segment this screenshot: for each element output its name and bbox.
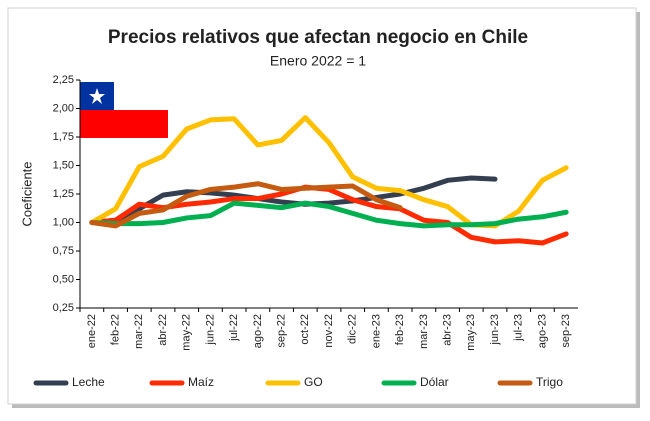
y-tick-label: 2,00 bbox=[53, 102, 74, 114]
x-tick-label: jun-22 bbox=[204, 314, 216, 346]
x-tick-label: feb-23 bbox=[394, 314, 406, 345]
x-tick-label: abr-22 bbox=[157, 314, 169, 346]
series-line bbox=[89, 200, 569, 229]
series-line bbox=[89, 181, 403, 229]
x-tick-label: mar-22 bbox=[133, 314, 145, 349]
legend-label: Leche bbox=[72, 375, 105, 389]
y-tick-label: 0,25 bbox=[53, 302, 74, 314]
x-tick-label: abr-23 bbox=[441, 314, 453, 346]
x-tick-label: may-23 bbox=[465, 314, 477, 351]
flag-red bbox=[80, 110, 168, 138]
y-tick-label: 1,50 bbox=[53, 159, 74, 171]
x-tick-label: jul-22 bbox=[228, 314, 240, 342]
y-tick-label: 0,75 bbox=[53, 245, 74, 257]
y-tick-label: 1,00 bbox=[53, 216, 74, 228]
x-tick-label: sep-23 bbox=[560, 314, 572, 348]
x-tick-label: mar-23 bbox=[418, 314, 430, 349]
x-tick-label: jul-23 bbox=[513, 314, 525, 342]
legend-label: Maíz bbox=[188, 375, 214, 389]
y-tick-label: 1,75 bbox=[53, 131, 74, 143]
y-tick-label: 0,50 bbox=[53, 273, 74, 285]
x-tick-label: ene-22 bbox=[86, 314, 98, 348]
x-tick-label: nov-22 bbox=[323, 314, 335, 348]
x-tick-label: ago-22 bbox=[252, 314, 264, 348]
x-tick-label: feb-22 bbox=[109, 314, 121, 345]
flag bbox=[80, 82, 168, 138]
x-tick-label: dic-22 bbox=[347, 314, 359, 344]
flag-star bbox=[89, 88, 105, 104]
x-tick-label: oct-22 bbox=[299, 314, 311, 345]
x-tick-label: sep-22 bbox=[275, 314, 287, 348]
legend-label: GO bbox=[304, 375, 323, 389]
x-tick-label: may-22 bbox=[181, 314, 193, 351]
chart-title: Precios relativos que afectan negocio en… bbox=[108, 27, 528, 48]
x-tick-label: ene-23 bbox=[370, 314, 382, 348]
y-axis-label: Coeficiente bbox=[19, 161, 34, 226]
x-tick-label: ago-23 bbox=[536, 314, 548, 348]
legend-label: Trigo bbox=[536, 375, 563, 389]
y-tick-label: 1,25 bbox=[53, 188, 74, 200]
x-tick-label: jun-23 bbox=[489, 314, 501, 346]
chart-subtitle: Enero 2022 = 1 bbox=[270, 53, 366, 69]
legend-label: Dólar bbox=[420, 375, 449, 389]
y-tick-label: 2,25 bbox=[53, 74, 74, 86]
